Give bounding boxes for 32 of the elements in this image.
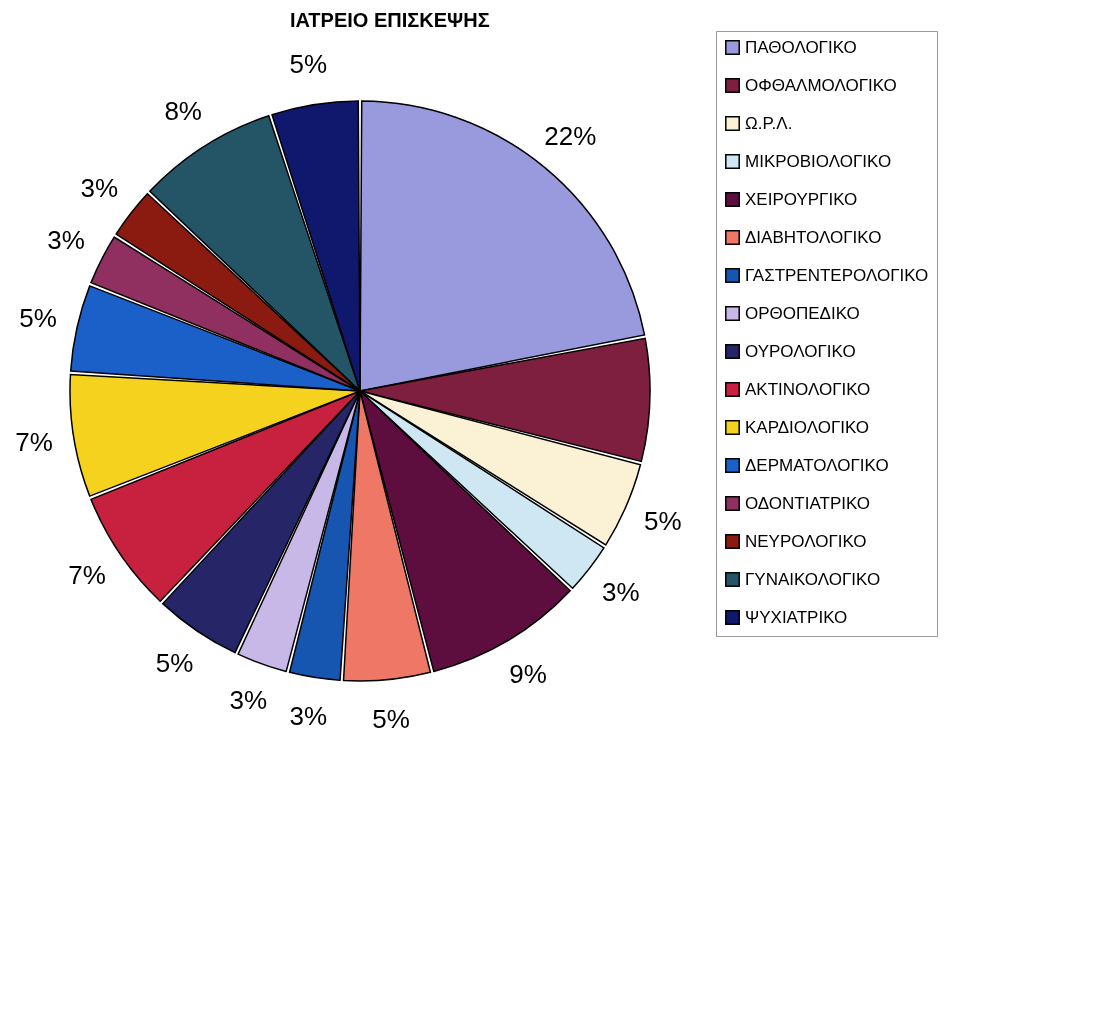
legend-label: ΜΙΚΡΟΒΙΟΛΟΓΙΚΟ [745,151,892,171]
data-label: 5% [19,303,57,334]
data-label: 9% [509,659,547,690]
legend-label: ΚΑΡΔΙΟΛΟΓΙΚΟ [745,417,870,437]
legend-label: ΔΕΡΜΑΤΟΛΟΓΙΚΟ [745,455,889,475]
legend-label: ΨΥΧΙΑΤΡΙΚΟ [745,607,848,627]
legend-label: ΓΑΣΤΡΕΝΤΕΡΟΛΟΓΙΚΟ [745,265,929,285]
data-label: 7% [15,426,53,457]
legend-label: ΓΥΝΑΙΚΟΛΟΓΙΚΟ [745,569,881,589]
data-label: 3% [601,577,640,608]
data-label: 5% [372,703,410,734]
data-label: 3% [47,225,85,256]
data-label: 22% [544,120,597,151]
legend-label: ΠΑΘΟΛΟΓΙΚΟ [745,37,857,57]
data-label: 3% [80,172,119,203]
data-label: 5% [289,49,328,80]
legend-label: ΔΙΑΒΗΤΟΛΟΓΙΚΟ [745,227,882,247]
data-label: 5% [644,506,682,537]
data-label: 3% [229,685,268,716]
chart-title: ΙΑΤΡΕΙΟ ΕΠΙΣΚΕΨΗΣ [290,8,490,31]
legend-label: ΑΚΤΙΝΟΛΟΓΙΚΟ [745,379,871,399]
data-label: 8% [164,96,202,127]
legend-label: ΟΡΘΟΠΕΔΙΚΟ [745,303,860,323]
data-label: 7% [68,560,106,591]
legend-label: Ω.Ρ.Λ. [745,113,793,133]
data-label: 5% [155,647,194,678]
legend-label: ΟΦΘΑΛΜΟΛΟΓΙΚΟ [745,75,897,95]
legend-label: ΟΥΡΟΛΟΓΙΚΟ [745,341,856,361]
legend-label: ΧΕΙΡΟΥΡΓΙΚΟ [745,189,858,209]
legend-label: ΝΕΥΡΟΛΟΓΙΚΟ [745,531,867,551]
legend-label: ΟΔΟΝΤΙΑΤΡΙΚΟ [745,493,871,513]
data-label: 3% [289,700,328,731]
